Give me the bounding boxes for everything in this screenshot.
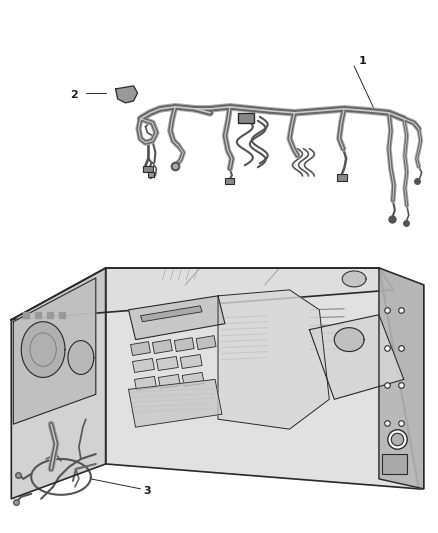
Bar (238, 113, 254, 123)
Polygon shape (379, 268, 424, 489)
Polygon shape (196, 336, 216, 350)
Bar (337, 174, 347, 181)
Polygon shape (68, 341, 94, 374)
Text: 2: 2 (70, 90, 78, 100)
Polygon shape (182, 373, 204, 386)
Polygon shape (129, 379, 222, 427)
Polygon shape (131, 342, 150, 356)
Polygon shape (134, 376, 156, 390)
Bar (225, 179, 234, 184)
Text: 1: 1 (359, 56, 367, 66)
Polygon shape (129, 296, 225, 340)
Polygon shape (106, 268, 419, 489)
Polygon shape (21, 322, 65, 377)
Polygon shape (13, 278, 96, 424)
Polygon shape (11, 268, 106, 499)
Polygon shape (11, 268, 379, 320)
Polygon shape (382, 454, 407, 474)
Polygon shape (379, 268, 424, 489)
Polygon shape (141, 306, 202, 322)
Polygon shape (174, 337, 194, 352)
Polygon shape (116, 86, 138, 103)
Polygon shape (156, 357, 178, 370)
Polygon shape (309, 315, 404, 399)
Polygon shape (180, 354, 202, 368)
Polygon shape (133, 359, 155, 373)
Polygon shape (342, 271, 366, 287)
Bar (148, 173, 155, 177)
Polygon shape (11, 268, 394, 320)
Polygon shape (334, 328, 364, 352)
Polygon shape (152, 340, 172, 353)
Polygon shape (159, 375, 180, 389)
Polygon shape (218, 290, 329, 429)
Bar (144, 166, 153, 173)
Text: 3: 3 (144, 486, 151, 496)
